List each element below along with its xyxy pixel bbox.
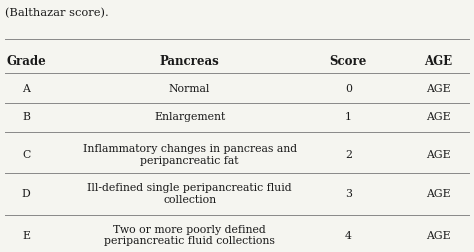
Text: E: E <box>22 231 30 241</box>
Text: D: D <box>22 189 30 199</box>
Text: AGE: AGE <box>426 112 451 122</box>
Text: AGE: AGE <box>426 84 451 94</box>
Text: C: C <box>22 150 30 160</box>
Text: Normal: Normal <box>169 84 210 94</box>
Text: Pancreas: Pancreas <box>160 55 219 68</box>
Text: 4: 4 <box>345 231 352 241</box>
Text: 1: 1 <box>345 112 352 122</box>
Text: Inflammatory changes in pancreas and
peripancreatic fat: Inflammatory changes in pancreas and per… <box>82 144 297 166</box>
Text: Enlargement: Enlargement <box>154 112 225 122</box>
Text: Score: Score <box>330 55 367 68</box>
Text: AGE: AGE <box>426 231 451 241</box>
Text: AGE: AGE <box>424 55 453 68</box>
Text: A: A <box>22 84 30 94</box>
Text: B: B <box>22 112 30 122</box>
Text: AGE: AGE <box>426 189 451 199</box>
Text: 3: 3 <box>345 189 352 199</box>
Text: 2: 2 <box>345 150 352 160</box>
Text: 0: 0 <box>345 84 352 94</box>
Text: Two or more poorly defined
peripancreatic fluid collections: Two or more poorly defined peripancreati… <box>104 225 275 246</box>
Text: (Balthazar score).: (Balthazar score). <box>5 8 109 18</box>
Text: Grade: Grade <box>6 55 46 68</box>
Text: AGE: AGE <box>426 150 451 160</box>
Text: Ill-defined single peripancreatic fluid
collection: Ill-defined single peripancreatic fluid … <box>87 183 292 205</box>
